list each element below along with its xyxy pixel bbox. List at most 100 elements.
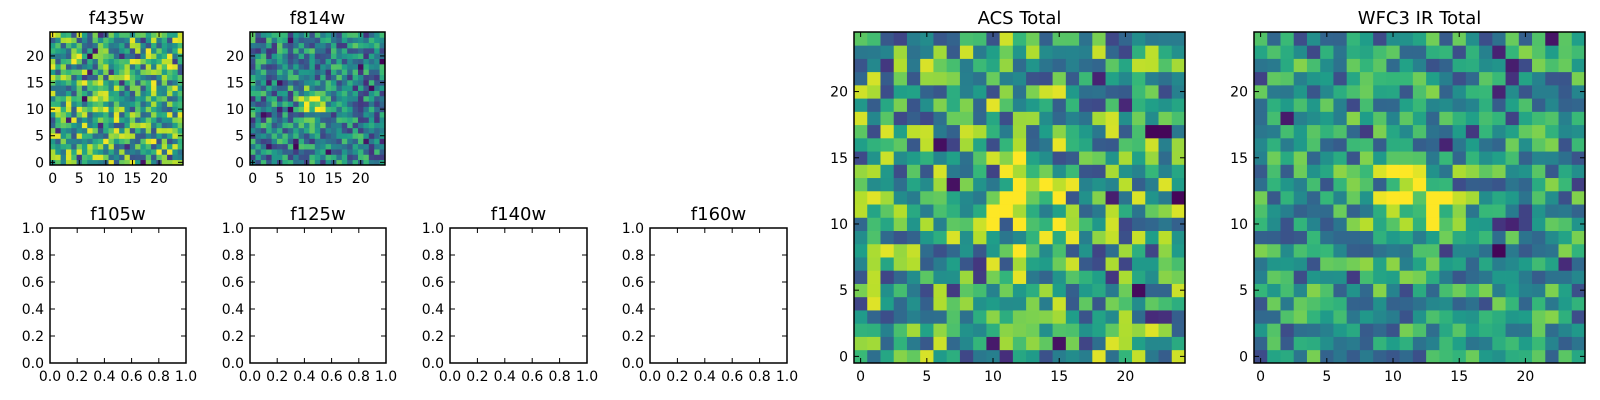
- heatmap-cell: [933, 177, 948, 192]
- heatmap-cell: [55, 159, 62, 166]
- heatmap-cell: [893, 124, 908, 139]
- heatmap-cell: [1280, 124, 1295, 139]
- heatmap-cell: [314, 47, 321, 54]
- heatmap-cell: [1479, 45, 1493, 59]
- heatmap-cell: [1558, 336, 1573, 351]
- heatmap-cell: [1306, 270, 1321, 284]
- heatmap-cell: [65, 95, 72, 102]
- heatmap-cell: [1280, 84, 1295, 99]
- heatmap-cell: [1359, 283, 1374, 298]
- heatmap-cell: [1254, 71, 1268, 86]
- heatmap-cell: [71, 79, 77, 86]
- heatmap-cell: [1306, 217, 1321, 231]
- y-tick-label: 1.0: [222, 221, 244, 237]
- heatmap-cell: [920, 336, 934, 351]
- heatmap-cell: [325, 106, 332, 113]
- heatmap-cell: [76, 133, 83, 139]
- heatmap-cell: [65, 37, 72, 44]
- heatmap-cell: [1254, 270, 1268, 284]
- heatmap-cell: [352, 42, 359, 49]
- heatmap-cell: [331, 37, 337, 44]
- heatmap-cell: [65, 90, 72, 97]
- heatmap-cell: [1132, 32, 1146, 46]
- heatmap-cell: [1505, 137, 1520, 152]
- heatmap-cell: [1399, 243, 1414, 258]
- heatmap-cell: [1065, 137, 1080, 152]
- heatmap-cell: [298, 111, 305, 118]
- heatmap-cell: [946, 349, 961, 364]
- heatmap-cell: [1079, 58, 1093, 73]
- heatmap-cell: [1145, 137, 1159, 152]
- heatmap-cell: [933, 270, 948, 284]
- heatmap-cell: [973, 151, 987, 165]
- y-tick-label: 15: [1230, 151, 1248, 167]
- heatmap-cell: [1158, 270, 1173, 284]
- heatmap-cell: [893, 98, 908, 112]
- heatmap-cell: [1039, 164, 1053, 179]
- heatmap-cell: [363, 85, 370, 91]
- heatmap-cell: [320, 117, 326, 123]
- heatmap-cell: [1052, 45, 1067, 59]
- heatmap-cell: [161, 106, 168, 113]
- heatmap-cell: [347, 74, 353, 81]
- heatmap-cell: [1452, 84, 1467, 99]
- heatmap-cell: [1545, 32, 1559, 46]
- heatmap-cell: [1254, 32, 1268, 46]
- heatmap-cell: [1479, 71, 1493, 86]
- heatmap-cell: [374, 149, 380, 155]
- heatmap-cell: [880, 151, 895, 165]
- heatmap-cell: [374, 79, 380, 86]
- heatmap-cell: [309, 154, 316, 161]
- heatmap-cell: [1426, 217, 1440, 231]
- heatmap-cell: [854, 32, 868, 46]
- heatmap-cell: [1280, 58, 1295, 73]
- heatmap-cell: [374, 32, 380, 38]
- heatmap-cell: [1518, 217, 1533, 231]
- heatmap-cell: [55, 143, 62, 150]
- heatmap-cell: [277, 79, 283, 86]
- heatmap-cell: [1426, 84, 1440, 99]
- heatmap-cell: [1505, 336, 1520, 351]
- heatmap-cell: [325, 42, 332, 49]
- heatmap-cell: [103, 122, 109, 129]
- heatmap-cell: [347, 143, 353, 150]
- heatmap-cell: [893, 204, 908, 218]
- heatmap-cell: [1052, 98, 1067, 112]
- heatmap-cell: [320, 101, 326, 107]
- heatmap-cell: [347, 117, 353, 123]
- heatmap-cell: [135, 138, 141, 145]
- heatmap-cell: [325, 154, 332, 161]
- heatmap-cell: [304, 106, 310, 113]
- heatmap-cell: [1280, 270, 1295, 284]
- heatmap-cell: [255, 111, 262, 118]
- heatmap-cell: [1105, 243, 1120, 258]
- heatmap-cell: [920, 137, 934, 152]
- heatmap-cell: [1426, 270, 1440, 284]
- heatmap-cell: [893, 190, 908, 205]
- heatmap-cell: [1026, 137, 1040, 152]
- heatmap-cell: [151, 47, 157, 54]
- heatmap-cell: [1373, 296, 1387, 311]
- heatmap-cell: [1373, 177, 1387, 192]
- heatmap-cell: [293, 133, 299, 139]
- heatmap-cell: [959, 217, 974, 231]
- heatmap-cell: [1558, 151, 1573, 165]
- heatmap-cell: [363, 90, 370, 97]
- heatmap-cell: [358, 106, 364, 113]
- heatmap-cell: [129, 111, 136, 118]
- heatmap-cell: [1479, 151, 1493, 165]
- heatmap-cell: [867, 84, 881, 99]
- heatmap-cell: [1079, 164, 1093, 179]
- heatmap-cell: [1412, 230, 1427, 245]
- heatmap-cell: [71, 159, 77, 166]
- heatmap-cell: [1039, 336, 1053, 351]
- heatmap-cell: [1012, 58, 1027, 73]
- x-tick-label: 0.4: [694, 369, 716, 385]
- heatmap-cell: [1052, 217, 1067, 231]
- heatmap-cell: [363, 53, 370, 59]
- heatmap-cell: [113, 42, 120, 49]
- heatmap-cell: [1492, 257, 1506, 271]
- heatmap-cell: [1492, 243, 1506, 258]
- heatmap-cell: [293, 47, 299, 54]
- heatmap-cell: [60, 117, 67, 123]
